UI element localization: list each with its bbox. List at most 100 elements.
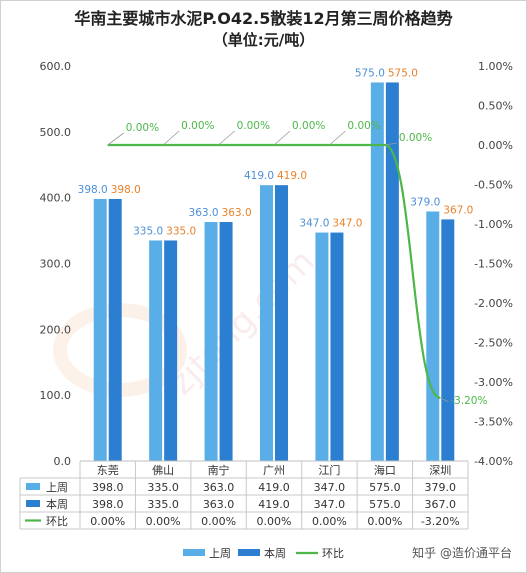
category-label: 佛山 xyxy=(152,464,174,477)
this-week-bar xyxy=(164,240,178,461)
last-week-bar xyxy=(426,211,440,461)
table-row-header: 上周 xyxy=(46,481,68,494)
change-rate-data-label: 0.00% xyxy=(237,120,270,132)
change-rate-data-label: 0.00% xyxy=(399,132,432,144)
table-cell: 363.0 xyxy=(203,498,235,511)
table-cell: 575.0 xyxy=(369,481,401,494)
right-axis-tick-label: 1.00% xyxy=(478,60,513,73)
change-rate-leader-line xyxy=(162,130,180,146)
category-label: 南宁 xyxy=(208,463,230,477)
this-week-data-label: 335.0 xyxy=(166,225,196,237)
table-cell: 419.0 xyxy=(258,481,290,494)
right-axis-tick-label: -3.00% xyxy=(474,376,513,389)
last-week-bar xyxy=(260,185,273,462)
last-week-data-label: 363.0 xyxy=(189,207,219,219)
left-axis-tick-label: 100.0 xyxy=(40,389,72,402)
last-week-bar xyxy=(149,240,163,461)
table-cell: 0.00% xyxy=(312,515,347,528)
table-cell: 367.0 xyxy=(425,498,457,511)
last-week-data-label: 347.0 xyxy=(299,218,329,230)
last-week-data-label: 419.0 xyxy=(244,170,274,182)
right-axis-tick-label: 0.50% xyxy=(478,100,513,113)
change-rate-data-label: 0.00% xyxy=(292,120,325,132)
category-label: 东莞 xyxy=(97,464,119,477)
legend-label: 上周 xyxy=(209,547,231,560)
legend-key xyxy=(183,549,205,556)
category-label: 广州 xyxy=(263,464,285,477)
watermark-logo-text: zjtong.com xyxy=(162,242,323,403)
this-week-data-label: 347.0 xyxy=(332,218,362,230)
this-week-bar xyxy=(330,232,344,461)
last-week-data-label: 335.0 xyxy=(133,225,163,237)
category-label: 深圳 xyxy=(429,464,451,477)
this-week-bar xyxy=(385,82,399,461)
table-row-header: 环比 xyxy=(46,515,68,528)
table-cell: 398.0 xyxy=(92,481,124,494)
category-label: 江门 xyxy=(318,463,340,477)
change-rate-leader-line xyxy=(273,130,291,146)
chart-subtitle: （单位:元/吨） xyxy=(212,31,315,49)
last-week-data-label: 379.0 xyxy=(410,196,440,208)
change-rate-data-label: 0.00% xyxy=(347,120,380,132)
legend-label: 环比 xyxy=(322,547,344,560)
table-cell: 0.00% xyxy=(257,515,292,528)
right-axis-tick-label: -3.50% xyxy=(474,416,513,429)
this-week-data-label: 398.0 xyxy=(111,184,141,196)
table-cell: 0.00% xyxy=(201,515,236,528)
change-rate-line xyxy=(107,143,441,399)
right-axis-tick-label: -4.00% xyxy=(474,455,513,468)
this-week-bar xyxy=(441,219,455,461)
left-axis-tick-label: 0.0 xyxy=(54,455,72,468)
table-legend-key xyxy=(26,500,40,507)
table-legend-key xyxy=(26,483,40,490)
change-rate-data-label: 0.00% xyxy=(126,122,159,134)
table-cell: 347.0 xyxy=(314,481,346,494)
this-week-bar xyxy=(108,198,122,461)
left-axis-tick-label: 300.0 xyxy=(40,258,72,271)
last-week-bar xyxy=(204,222,218,461)
table-cell: 379.0 xyxy=(425,481,457,494)
this-week-data-label: 367.0 xyxy=(443,204,473,216)
left-axis-tick-label: 200.0 xyxy=(40,323,72,336)
left-axis-tick-label: 400.0 xyxy=(40,192,72,205)
right-axis-tick-label: 0.00% xyxy=(478,139,513,152)
last-week-bar xyxy=(370,82,384,461)
right-axis-tick-label: -1.50% xyxy=(474,258,513,271)
table-cell: 419.0 xyxy=(258,498,290,511)
table-cell: 363.0 xyxy=(203,481,235,494)
table-cell: 335.0 xyxy=(147,498,179,511)
change-rate-leader-line xyxy=(107,132,124,146)
change-rate-leader-line xyxy=(440,397,449,403)
left-axis-tick-label: 500.0 xyxy=(40,126,72,139)
table-row-header: 本周 xyxy=(46,497,68,511)
last-week-data-label: 575.0 xyxy=(355,67,385,79)
change-rate-leader-line xyxy=(384,142,397,146)
table-cell: 0.00% xyxy=(90,515,125,528)
table-cell: 0.00% xyxy=(146,515,181,528)
this-week-data-label: 575.0 xyxy=(388,67,418,79)
last-week-data-label: 398.0 xyxy=(78,184,108,196)
right-axis-tick-label: -2.00% xyxy=(474,297,513,310)
legend-key xyxy=(238,549,260,556)
left-axis-tick-label: 600.0 xyxy=(40,60,72,73)
table-cell: 398.0 xyxy=(92,498,124,511)
right-axis-tick-label: -1.00% xyxy=(474,218,513,231)
last-week-bar xyxy=(93,198,107,461)
change-rate-leader-line xyxy=(329,130,346,146)
table-cell: 347.0 xyxy=(314,498,346,511)
chart-title: 华南主要城市水泥P.O42.5散装12月第三周价格趋势 xyxy=(74,9,453,28)
legend-label: 本周 xyxy=(264,546,286,560)
this-week-bar xyxy=(275,185,288,462)
category-label: 海口 xyxy=(374,463,396,477)
right-axis-tick-label: -0.50% xyxy=(474,179,513,192)
table-cell: 575.0 xyxy=(369,498,401,511)
watermark-credit: 知乎 @造价通平台 xyxy=(412,545,512,560)
table-cell: -3.20% xyxy=(421,515,460,528)
right-axis-tick-label: -2.50% xyxy=(474,337,513,350)
table-cell: 0.00% xyxy=(367,515,402,528)
last-week-bar xyxy=(315,232,329,461)
change-rate-leader-line xyxy=(218,130,235,146)
this-week-data-label: 419.0 xyxy=(277,170,307,182)
change-rate-data-label: 0.00% xyxy=(181,120,214,132)
